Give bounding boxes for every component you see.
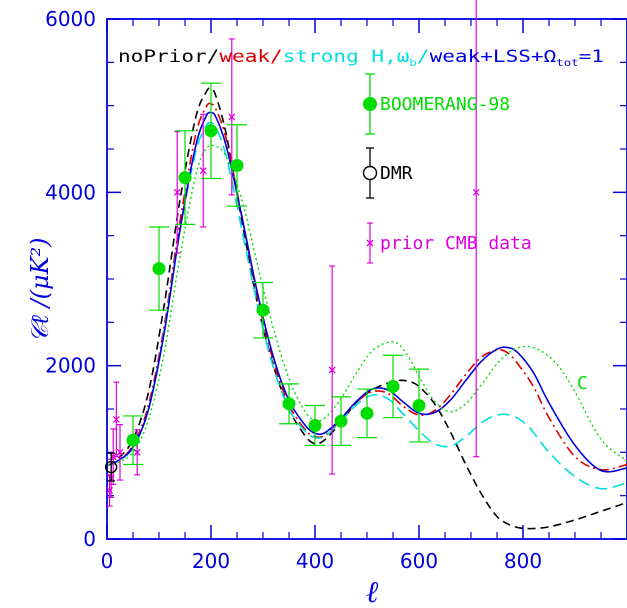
x-axis-title: ℓ bbox=[366, 575, 379, 608]
x-tick-label: 400 bbox=[296, 549, 334, 573]
boomerang-point bbox=[386, 379, 400, 393]
boomerang-point bbox=[152, 262, 166, 276]
header-part: =1 bbox=[579, 47, 604, 67]
boomerang-point bbox=[282, 397, 296, 411]
legend-label: BOOMERANG-98 bbox=[380, 94, 510, 115]
x-tick-label: 0 bbox=[101, 549, 114, 573]
y-tick-label: 2000 bbox=[45, 354, 96, 378]
prior-cmb-point bbox=[328, 366, 336, 374]
prior-cmb-point bbox=[199, 167, 207, 175]
header-part: / bbox=[270, 47, 283, 67]
model-curves bbox=[107, 87, 627, 530]
boomerang-point bbox=[334, 414, 348, 428]
prior-cmb-point bbox=[133, 448, 141, 456]
prior-cmb-point bbox=[472, 188, 480, 196]
y-axis-title: 𝒞ℓ /(μK²) bbox=[26, 237, 54, 342]
legend: BOOMERANG-98 DMR prior CMB data bbox=[362, 73, 532, 264]
header-part: noPrior bbox=[118, 47, 207, 67]
plot-frame bbox=[106, 18, 627, 540]
x-tick-label: 800 bbox=[504, 549, 542, 573]
prior-cmb-point bbox=[173, 188, 181, 196]
prior-cmb-point bbox=[112, 415, 120, 423]
header-part: / bbox=[417, 47, 430, 67]
prior-cmb-point bbox=[228, 113, 236, 121]
legend-entry: DMR bbox=[362, 147, 413, 199]
boomerang-point bbox=[360, 406, 374, 420]
header-part: strong H,ω bbox=[283, 47, 410, 67]
header-part: weak+LSS+Ω bbox=[430, 47, 557, 67]
boomerang-point bbox=[126, 433, 140, 447]
header-part: b bbox=[409, 58, 416, 69]
legend-entry: BOOMERANG-98 bbox=[363, 73, 510, 135]
header-part: tot bbox=[556, 58, 578, 69]
y-tick-label: 4000 bbox=[45, 180, 96, 204]
boomerang-point bbox=[308, 418, 322, 432]
data-points bbox=[104, 0, 480, 507]
legend-marker bbox=[366, 239, 374, 247]
y-tick-label: 6000 bbox=[45, 7, 96, 31]
boomerang-point bbox=[412, 399, 426, 413]
series-line-solid bbox=[107, 111, 627, 473]
x-tick-label: 200 bbox=[192, 549, 230, 573]
prior-cmb-point bbox=[116, 448, 124, 456]
chart-header: noPrior / weak / strong H,ω b/weak+LSS+Ω tot =1 bbox=[118, 47, 604, 69]
boomerang-point bbox=[204, 124, 218, 138]
legend-label: DMR bbox=[380, 163, 413, 184]
header-part: / bbox=[207, 47, 220, 67]
boomerang-point bbox=[230, 158, 244, 172]
legend-marker bbox=[363, 97, 377, 111]
legend-marker bbox=[362, 165, 378, 181]
header-part: weak bbox=[219, 47, 270, 67]
curve-label-c: C bbox=[577, 373, 588, 394]
series-line-dotted bbox=[107, 144, 627, 466]
axis-ticks: 0 200 400 600 800 0 2000 4000 6000 bbox=[45, 7, 627, 573]
dmr-point bbox=[104, 460, 118, 474]
legend-entry: prior CMB data bbox=[366, 222, 532, 264]
boomerang-point bbox=[256, 303, 270, 317]
x-tick-label: 600 bbox=[400, 549, 438, 573]
legend-label: prior CMB data bbox=[380, 233, 532, 254]
boomerang-point bbox=[178, 171, 192, 185]
series-line-dashed bbox=[107, 87, 627, 530]
y-tick-label: 0 bbox=[83, 527, 96, 551]
